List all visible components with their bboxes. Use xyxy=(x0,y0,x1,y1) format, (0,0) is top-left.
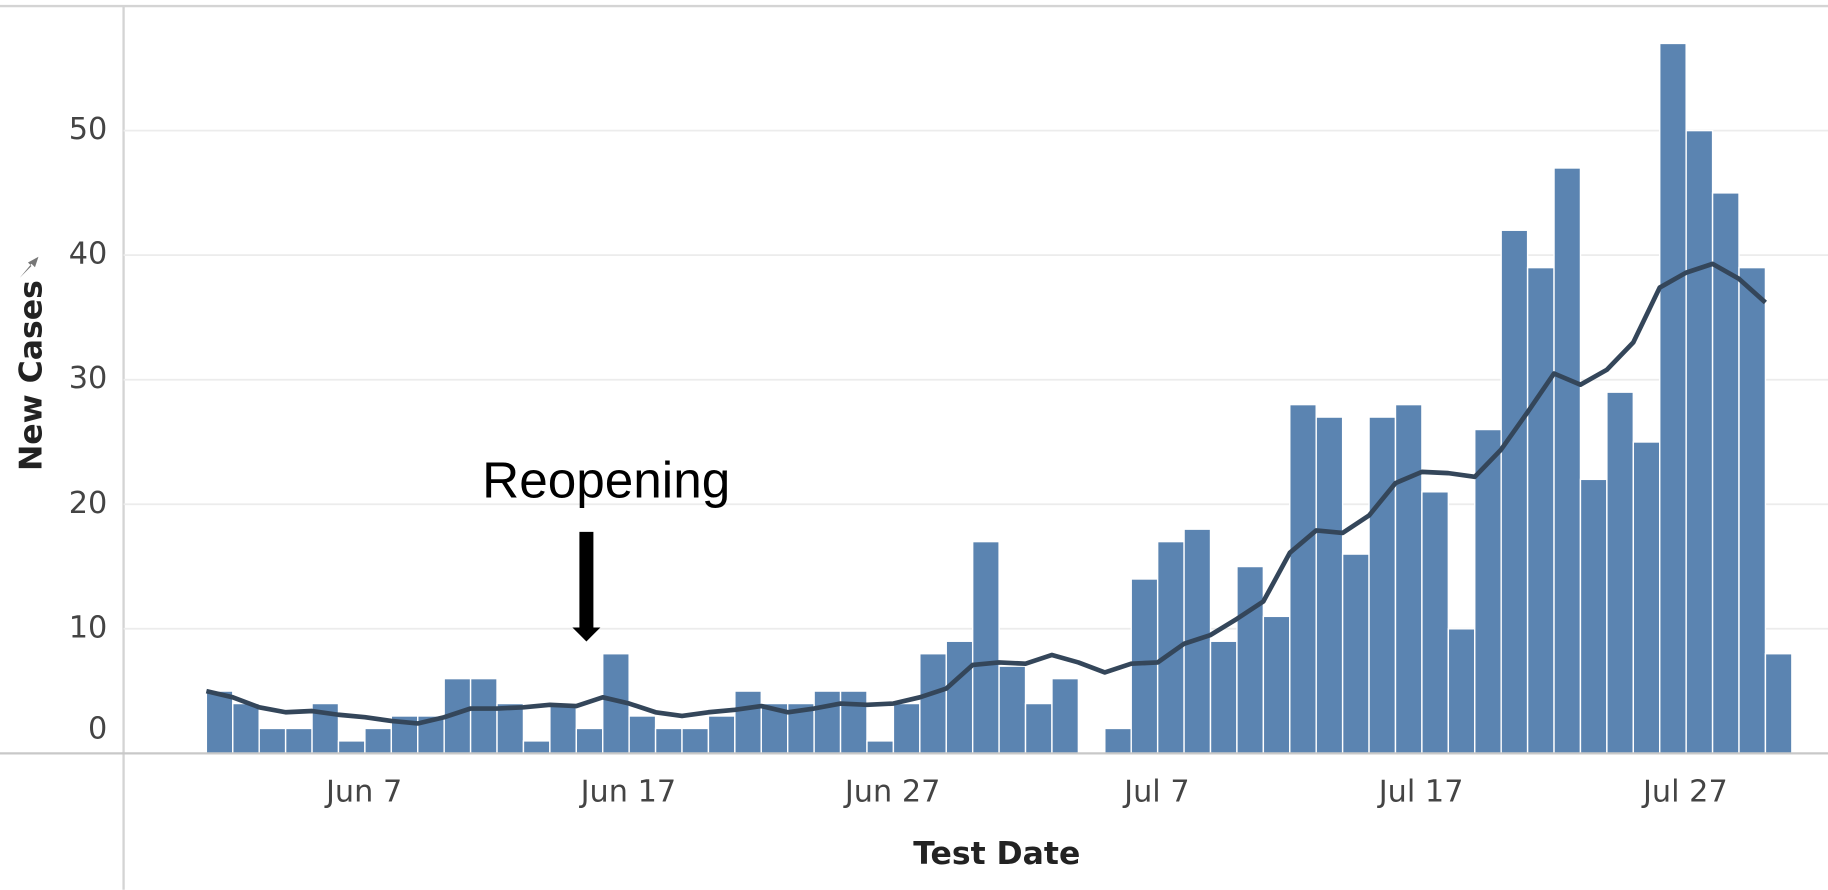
bar xyxy=(549,702,578,755)
pin-icon xyxy=(19,256,39,278)
bar xyxy=(866,740,895,755)
bar xyxy=(205,690,234,755)
bar xyxy=(813,690,842,755)
bar xyxy=(734,690,762,755)
x-tick-label: Jun 27 xyxy=(843,774,941,809)
x-axis-title: Test Date xyxy=(913,836,1080,872)
bar xyxy=(628,715,657,755)
bar xyxy=(1553,167,1582,755)
bar xyxy=(919,653,947,755)
bar xyxy=(1394,403,1423,755)
x-tick-label: Jun 7 xyxy=(324,774,402,809)
bars xyxy=(205,42,1793,755)
x-tick-label: Jul 7 xyxy=(1122,774,1189,809)
bar xyxy=(1289,403,1317,755)
bar xyxy=(258,727,287,755)
bar xyxy=(1526,266,1555,755)
y-axis-title: New Cases xyxy=(14,280,50,471)
bar xyxy=(1632,441,1661,755)
bar xyxy=(654,727,683,755)
bar xyxy=(364,727,393,755)
bar xyxy=(1474,428,1502,755)
bar xyxy=(1236,565,1265,755)
bar xyxy=(1341,553,1370,755)
y-tick-label: 0 xyxy=(88,712,107,747)
bar xyxy=(232,702,260,755)
bar xyxy=(1262,615,1291,755)
bar xyxy=(1368,416,1397,755)
annotation: Reopening xyxy=(482,452,730,509)
bar xyxy=(1024,702,1053,755)
bar xyxy=(337,740,366,755)
bar xyxy=(1104,727,1132,755)
bar xyxy=(1447,628,1476,755)
bar xyxy=(945,640,974,755)
bar xyxy=(1606,391,1635,755)
y-tick-label: 40 xyxy=(69,237,108,272)
bar xyxy=(707,715,736,755)
bar xyxy=(1315,416,1344,755)
bar xyxy=(1579,478,1608,755)
bar xyxy=(760,702,789,755)
bar xyxy=(998,665,1027,755)
x-tick-label: Jul 27 xyxy=(1641,774,1728,809)
y-tick-label: 50 xyxy=(69,112,108,147)
bar xyxy=(1738,266,1767,755)
x-tick-label: Jun 17 xyxy=(579,774,677,809)
bar xyxy=(1659,42,1687,755)
bar xyxy=(522,740,551,755)
bar xyxy=(1421,491,1450,755)
x-tick-label: Jul 17 xyxy=(1377,774,1464,809)
bar xyxy=(469,677,498,755)
bar xyxy=(1685,129,1714,755)
bar xyxy=(681,727,710,755)
bar xyxy=(1500,229,1529,755)
y-tick-label: 20 xyxy=(69,486,108,521)
bar xyxy=(1130,578,1159,755)
bar xyxy=(839,690,868,755)
bar xyxy=(284,727,313,755)
annotation-arrow xyxy=(572,531,601,642)
line-layer xyxy=(205,261,1767,726)
bar xyxy=(971,540,1000,755)
bar xyxy=(575,727,604,755)
bar xyxy=(1764,653,1793,755)
y-tick-label: 30 xyxy=(69,361,108,396)
y-tick-label: 10 xyxy=(69,610,108,645)
moving-average-line xyxy=(205,261,1767,726)
bar xyxy=(1051,677,1080,755)
bar xyxy=(892,702,921,755)
bar xyxy=(496,702,525,755)
bar xyxy=(1209,640,1238,755)
